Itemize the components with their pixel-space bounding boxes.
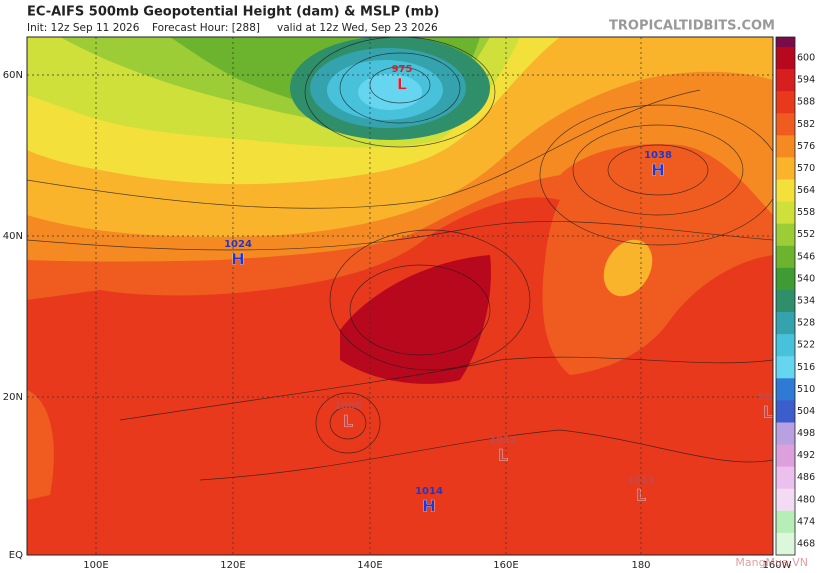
lon-label: 180 — [631, 560, 650, 571]
colorbar-label: 552 — [797, 229, 815, 240]
colorbar-top — [776, 37, 795, 47]
axes: 60N 40N 20N EQ 100E 120E 140E 160E 180 160W — [3, 70, 792, 571]
field-516 — [358, 74, 422, 110]
colorbar-swatch — [776, 378, 795, 401]
lat-label: 40N — [3, 231, 23, 242]
colorbar-label: 588 — [797, 97, 815, 108]
colorbar-label: 510 — [797, 384, 815, 395]
colorbar-swatch — [776, 223, 795, 247]
colorbar: 600 594 588 582 576 570 564 558 552 546 540 534 528 5… — [775, 36, 815, 556]
colorbar-label: 558 — [797, 207, 815, 218]
init: Init: 12z Sep 11 2026 — [27, 22, 140, 34]
center-letter: L — [397, 75, 407, 94]
colorbar-label: 594 — [797, 75, 815, 86]
center-letter: H — [651, 161, 664, 180]
colorbar-swatch — [776, 356, 795, 379]
center-letter: H — [422, 497, 435, 516]
watermark: MangMua.VN — [735, 556, 808, 569]
colorbar-swatch — [776, 245, 795, 269]
colorbar-swatch — [776, 334, 795, 357]
center-letter: H — [231, 250, 244, 269]
colorbar-label: 522 — [797, 340, 815, 351]
colorbar-label: 582 — [797, 119, 815, 130]
colorbar-swatch — [776, 289, 795, 313]
lat-label: EQ — [9, 550, 23, 561]
colorbar-label: 570 — [797, 163, 815, 174]
colorbar-label: 498 — [797, 428, 815, 439]
colorbar-label: 486 — [797, 472, 815, 483]
colorbar-swatch — [776, 91, 795, 114]
center-pressure: 1038 — [644, 150, 672, 161]
lon-label: 160E — [493, 560, 518, 571]
colorbar-swatch — [776, 47, 795, 70]
title: EC-AIFS 500mb Geopotential Height (dam) … — [27, 5, 439, 20]
lat-label: 60N — [3, 70, 23, 81]
colorbar-frame — [775, 36, 796, 556]
colorbar-swatch — [776, 69, 795, 92]
colorbar-swatch — [776, 488, 795, 512]
lon-label: 140E — [357, 560, 382, 571]
site: TROPICALTIDBITS.COM — [609, 19, 775, 34]
colorbar-swatch — [776, 422, 795, 446]
center-letter: L — [498, 446, 508, 465]
center-pressure: 1011 — [627, 475, 655, 486]
center-pressure: 998 — [758, 392, 779, 403]
colorbar-swatch — [776, 400, 795, 423]
colorbar-label: 528 — [797, 318, 815, 329]
colorbar-label: 600 — [797, 53, 815, 64]
colorbar-swatch — [776, 135, 795, 158]
colorbar-swatch — [776, 157, 795, 181]
lon-label: 120E — [220, 560, 245, 571]
map-frame — [26, 36, 774, 556]
colorbar-label: 480 — [797, 494, 815, 505]
colorbar-label: 540 — [797, 273, 815, 284]
colorbar-swatch — [776, 532, 795, 556]
colorbar-swatch — [776, 267, 795, 291]
center-pressure: 1008 — [334, 401, 362, 412]
colorbar-swatch — [776, 444, 795, 468]
colorbar-label: 474 — [797, 516, 815, 527]
center-pressure: 1012 — [489, 435, 517, 446]
colorbar-label: 468 — [797, 538, 815, 549]
field-570 — [603, 239, 653, 297]
center-pressure: 975 — [392, 64, 413, 75]
colorbar-swatch — [776, 113, 795, 136]
center-pressure: 1014 — [415, 486, 443, 497]
colorbar-swatch — [776, 312, 795, 335]
center-letter: L — [763, 403, 773, 422]
colorbar-swatch — [776, 510, 795, 534]
grid — [27, 37, 773, 555]
valid-time: valid at 12z Wed, Sep 23 2026 — [277, 22, 438, 34]
colorbar-label: 576 — [797, 141, 815, 152]
field-594 — [340, 255, 491, 384]
colorbar-label: 534 — [797, 296, 815, 307]
forecast-hour: Forecast Hour: [288] — [152, 22, 260, 34]
colorbar-swatch — [776, 466, 795, 490]
colorbar-swatch — [776, 179, 795, 203]
center-letter: L — [636, 486, 646, 505]
colorbar-label: 546 — [797, 251, 815, 262]
center-pressure: 1024 — [224, 239, 252, 250]
colorbar-swatch — [776, 201, 795, 225]
isobars — [27, 37, 773, 481]
center-letter: L — [343, 412, 353, 431]
lon-label: 160W — [763, 560, 792, 571]
colorbar-label: 564 — [797, 185, 815, 196]
colorbar-label: 504 — [797, 406, 815, 417]
colorbar-label: 516 — [797, 362, 815, 373]
lat-label: 20N — [3, 392, 23, 403]
colorbar-label: 492 — [797, 450, 815, 461]
field-582 — [27, 390, 54, 500]
lon-label: 100E — [83, 560, 108, 571]
